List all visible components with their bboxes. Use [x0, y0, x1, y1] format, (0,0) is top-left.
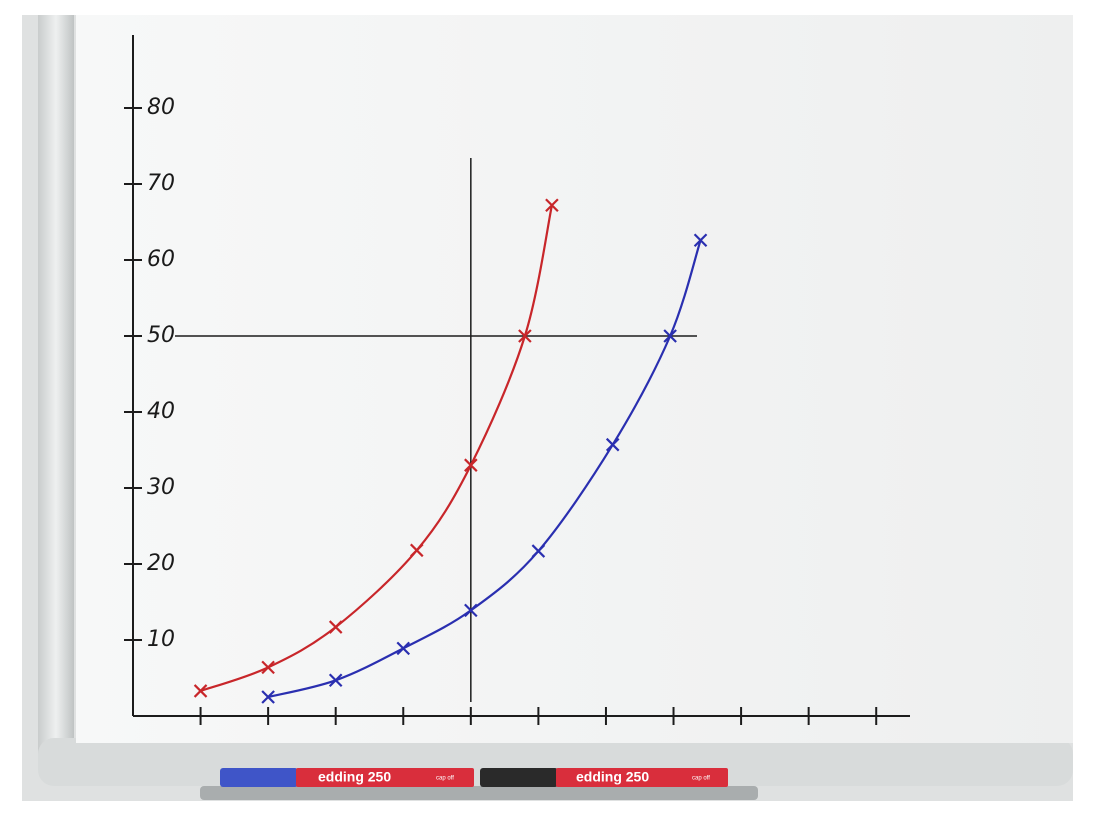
cross-marker	[531, 544, 546, 558]
pen-cap	[480, 768, 558, 787]
plot: 10 20 30 40 50 60 70 80	[124, 35, 910, 725]
pen-note: cap off	[692, 776, 710, 782]
cross-marker	[693, 233, 708, 248]
y-tick-label: 70	[147, 171, 175, 196]
cross-marker	[464, 458, 478, 472]
pen-label: edding 250	[576, 769, 649, 785]
cross-marker	[261, 690, 275, 704]
pen-label: edding 250	[318, 769, 391, 785]
frame-left	[38, 15, 74, 755]
cross-marker	[518, 329, 532, 343]
cross-marker	[663, 329, 677, 343]
pen: edding 250 cap off	[220, 768, 474, 787]
pen-note: cap off	[436, 776, 454, 782]
curve	[200, 205, 553, 692]
y-tick-label: 60	[147, 247, 175, 272]
curve	[267, 239, 702, 699]
board	[76, 15, 1073, 743]
pen-cap	[220, 768, 298, 787]
y-tick-label: 40	[147, 399, 175, 424]
cross-marker	[261, 660, 275, 675]
cross-marker	[193, 684, 208, 698]
y-tick-label: 10	[147, 627, 175, 652]
cross-marker	[409, 543, 424, 558]
cross-marker	[328, 673, 343, 688]
cross-marker	[396, 641, 411, 656]
y-tick-label: 50	[147, 323, 175, 348]
pen-body	[556, 768, 728, 787]
y-tick-label: 20	[147, 551, 175, 576]
cross-marker	[328, 620, 343, 634]
pen-body	[296, 768, 474, 787]
y-tick-label: 80	[147, 95, 175, 120]
cross-marker	[545, 198, 559, 213]
cross-marker	[464, 603, 478, 618]
tray	[200, 786, 758, 800]
cross-marker	[605, 437, 620, 452]
pen: edding 250 cap off	[480, 768, 728, 787]
y-tick-label: 30	[147, 475, 175, 500]
